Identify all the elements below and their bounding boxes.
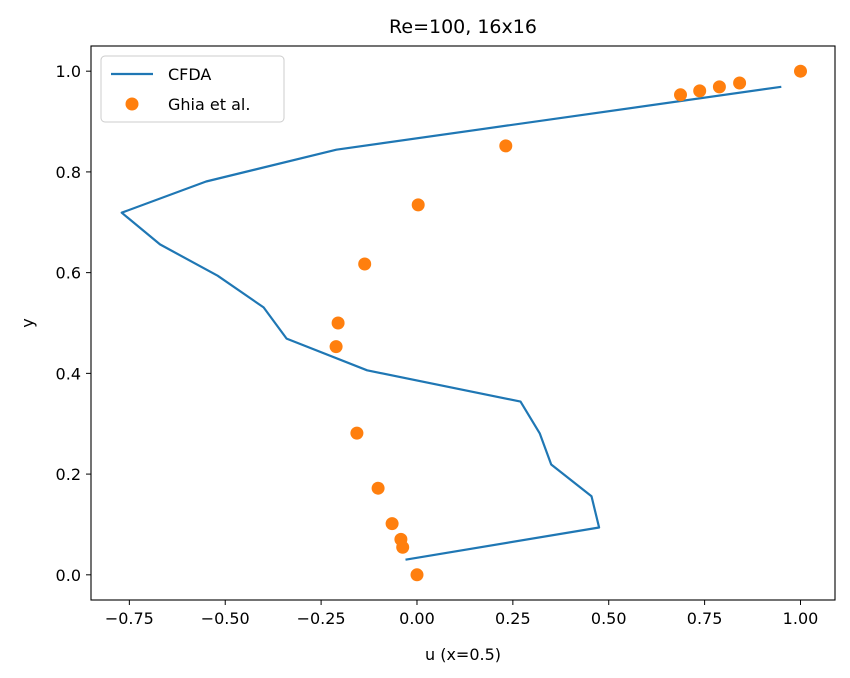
plot-area [120,64,807,582]
y-tick-label: 0.2 [56,465,81,484]
y-axis-label: y [18,318,37,327]
data-point-ghia [693,84,707,98]
data-point-ghia [674,88,687,102]
chart-title: Re=100, 16x16 [389,16,537,38]
data-point-ghia [794,64,807,78]
data-point-ghia [499,139,513,153]
data-point-ghia [411,198,425,212]
x-tick-label: −0.75 [105,609,154,628]
y-tick-label: 0.0 [56,566,81,585]
legend-cfda-label: CFDA [168,65,211,84]
legend-ghia-label: Ghia et al. [168,95,250,114]
y-tick-label: 1.0 [56,62,81,81]
data-point-ghia [712,80,726,94]
data-point-ghia [371,481,385,495]
x-tick-label: 0.25 [495,609,531,628]
x-tick-label: 0.75 [687,609,723,628]
axes-frame [90,45,836,601]
series-line-cfda [120,85,782,561]
y-tick-label: 0.8 [56,163,81,182]
data-point-ghia [350,426,364,440]
x-tick-label: −0.50 [201,609,250,628]
data-point-ghia [385,517,399,531]
data-point-ghia [358,257,372,271]
data-point-ghia [329,340,343,354]
y-tick-label: 0.4 [56,364,81,383]
data-point-ghia [331,316,345,330]
legend-box [100,55,285,123]
y-tick-label: 0.6 [56,264,81,283]
x-axis-label: u (x=0.5) [425,645,501,664]
legend-ghia-marker [125,97,139,111]
data-point-ghia [410,568,424,582]
legend: CFDA Ghia et al. [100,55,285,123]
data-point-ghia [394,532,408,546]
x-tick-label: 0.00 [399,609,435,628]
y-axis: 0.0 0.2 0.4 0.6 0.8 1.0 [56,62,91,585]
x-axis: −0.75 −0.50 −0.25 0.00 0.25 0.50 0.75 1.00 [105,600,818,628]
x-tick-label: −0.25 [297,609,346,628]
data-point-ghia [733,76,747,90]
x-tick-label: 1.00 [783,609,819,628]
x-tick-label: 0.50 [591,609,627,628]
